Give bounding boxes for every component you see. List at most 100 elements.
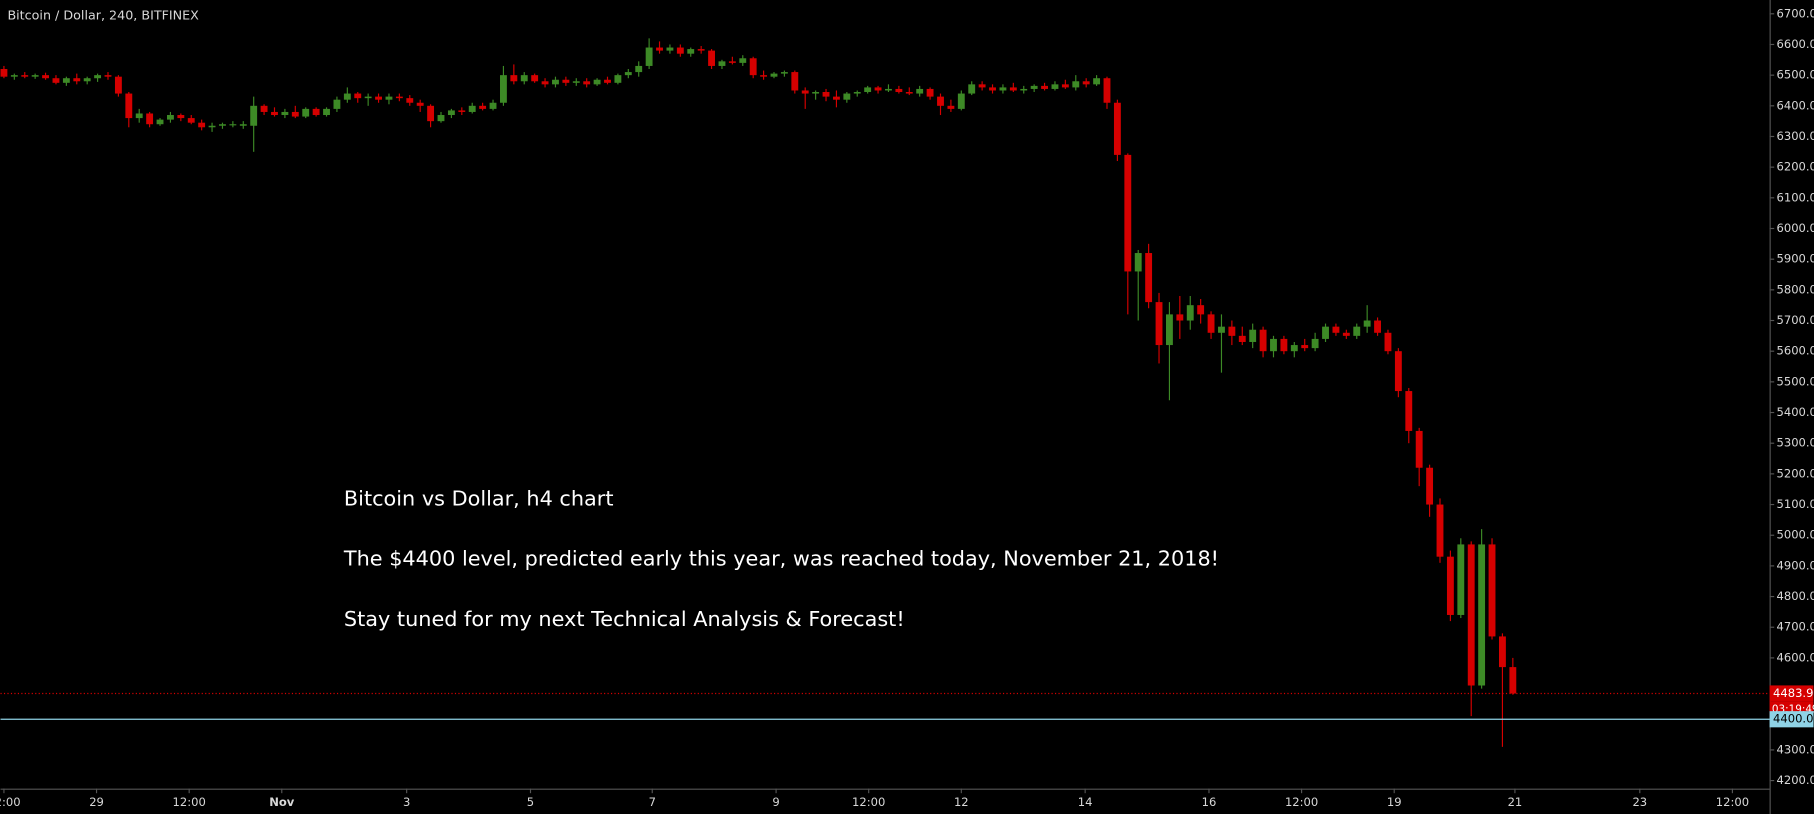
candle-body xyxy=(260,105,268,112)
candle-body xyxy=(1218,326,1225,333)
candle-body xyxy=(10,75,18,77)
candle-body xyxy=(1446,556,1454,615)
y-tick-label: 4800.0 xyxy=(1777,589,1814,603)
x-tick-label: 12:00 xyxy=(852,795,885,809)
candle-body xyxy=(1363,320,1371,327)
candle-body xyxy=(1145,253,1153,303)
candle-body xyxy=(718,61,726,66)
candle-body xyxy=(624,72,632,76)
candle-body xyxy=(947,105,955,109)
candle-body xyxy=(1155,302,1163,346)
candle-body xyxy=(447,110,455,116)
candle-body xyxy=(937,96,944,106)
candle-body xyxy=(531,75,539,82)
candle-body xyxy=(708,50,715,66)
candle-body xyxy=(83,78,91,82)
candle-body xyxy=(853,92,861,94)
x-tick-label: 19 xyxy=(1387,795,1402,809)
candle-body xyxy=(239,124,247,126)
candle-body xyxy=(801,90,809,94)
candle-body xyxy=(198,122,206,128)
candle-body xyxy=(760,75,768,77)
candle-body xyxy=(500,75,507,103)
candle-body xyxy=(1197,305,1205,315)
x-tick-label: 9 xyxy=(772,795,779,809)
candle-body xyxy=(1030,85,1038,89)
candle-body xyxy=(1322,326,1329,339)
level-tag-label: 4400.0 xyxy=(1773,712,1813,726)
y-tick-label: 5200.0 xyxy=(1777,466,1814,480)
x-tick-label: 12:00 xyxy=(1716,795,1749,809)
y-tick-label: 5400.0 xyxy=(1777,405,1814,419)
y-tick-label: 5900.0 xyxy=(1777,252,1814,266)
candle-body xyxy=(812,92,820,94)
candle-body xyxy=(94,75,102,79)
candle-body xyxy=(1342,332,1350,336)
chart-title: Bitcoin / Dollar, 240, BITFINEX xyxy=(7,8,199,23)
candle-body xyxy=(1176,314,1184,321)
y-tick-label: 4700.0 xyxy=(1777,620,1814,634)
candle-body xyxy=(656,47,663,51)
candle-body xyxy=(1082,81,1090,85)
candle-body xyxy=(468,105,476,112)
candle-body xyxy=(1436,504,1444,557)
candle-body xyxy=(1186,305,1194,321)
candle-body xyxy=(916,88,924,94)
candle-body xyxy=(676,47,684,54)
candle-body xyxy=(728,61,736,63)
candle-body xyxy=(1009,87,1017,91)
y-tick-label: 6300.0 xyxy=(1777,129,1814,143)
candle-body xyxy=(905,92,913,94)
price-tag xyxy=(1769,685,1814,702)
candle-body xyxy=(146,113,154,125)
y-tick-label: 4900.0 xyxy=(1777,558,1814,572)
candle-body xyxy=(343,93,351,100)
candle-body xyxy=(562,79,570,83)
annotation: Bitcoin vs Dollar, h4 chart xyxy=(344,487,614,511)
candle-body xyxy=(312,108,320,116)
candle-body xyxy=(406,98,414,103)
candle-body xyxy=(395,96,403,99)
candle-body xyxy=(885,88,892,91)
candle-body xyxy=(1301,345,1309,349)
candle-body xyxy=(489,102,497,109)
candle-body xyxy=(749,58,757,76)
candle-body xyxy=(1249,329,1257,342)
candle-body xyxy=(1426,467,1434,505)
candle-body xyxy=(822,92,830,97)
candle-body xyxy=(1093,78,1101,85)
candle-body xyxy=(1384,332,1392,352)
candle-body xyxy=(687,49,695,54)
candle-body xyxy=(541,81,549,85)
price-tag-label: 4483.9 xyxy=(1773,686,1813,700)
candle-body xyxy=(1290,345,1298,352)
candle-body xyxy=(52,78,60,83)
annotation: Stay tuned for my next Technical Analysi… xyxy=(344,607,905,631)
y-tick-label: 6500.0 xyxy=(1777,68,1814,82)
x-tick-label: 23 xyxy=(1632,795,1647,809)
candle-body xyxy=(187,118,195,123)
candle-body xyxy=(989,87,996,91)
x-tick-label: 12:00 xyxy=(0,795,21,809)
y-tick-label: 5100.0 xyxy=(1777,497,1814,511)
candle-body xyxy=(479,105,487,109)
candle-body xyxy=(114,76,122,94)
candle-body xyxy=(1332,326,1340,333)
candle-body xyxy=(780,72,788,74)
candle-body xyxy=(1228,326,1236,336)
y-tick-label: 5600.0 xyxy=(1777,344,1814,358)
candle-body xyxy=(1509,667,1517,694)
candle-body xyxy=(281,111,289,116)
candle-body xyxy=(739,58,747,63)
candle-body xyxy=(437,115,445,122)
candle-body xyxy=(104,75,112,77)
y-tick-label: 5300.0 xyxy=(1777,436,1814,450)
candle-body xyxy=(697,49,705,51)
candle-body xyxy=(1270,338,1277,352)
y-tick-label: 4200.0 xyxy=(1777,773,1814,787)
candle-body xyxy=(583,81,591,85)
candle-body xyxy=(666,47,674,51)
candle-body xyxy=(635,65,643,73)
y-tick-label: 5500.0 xyxy=(1777,374,1814,388)
candle-body xyxy=(1207,314,1215,333)
